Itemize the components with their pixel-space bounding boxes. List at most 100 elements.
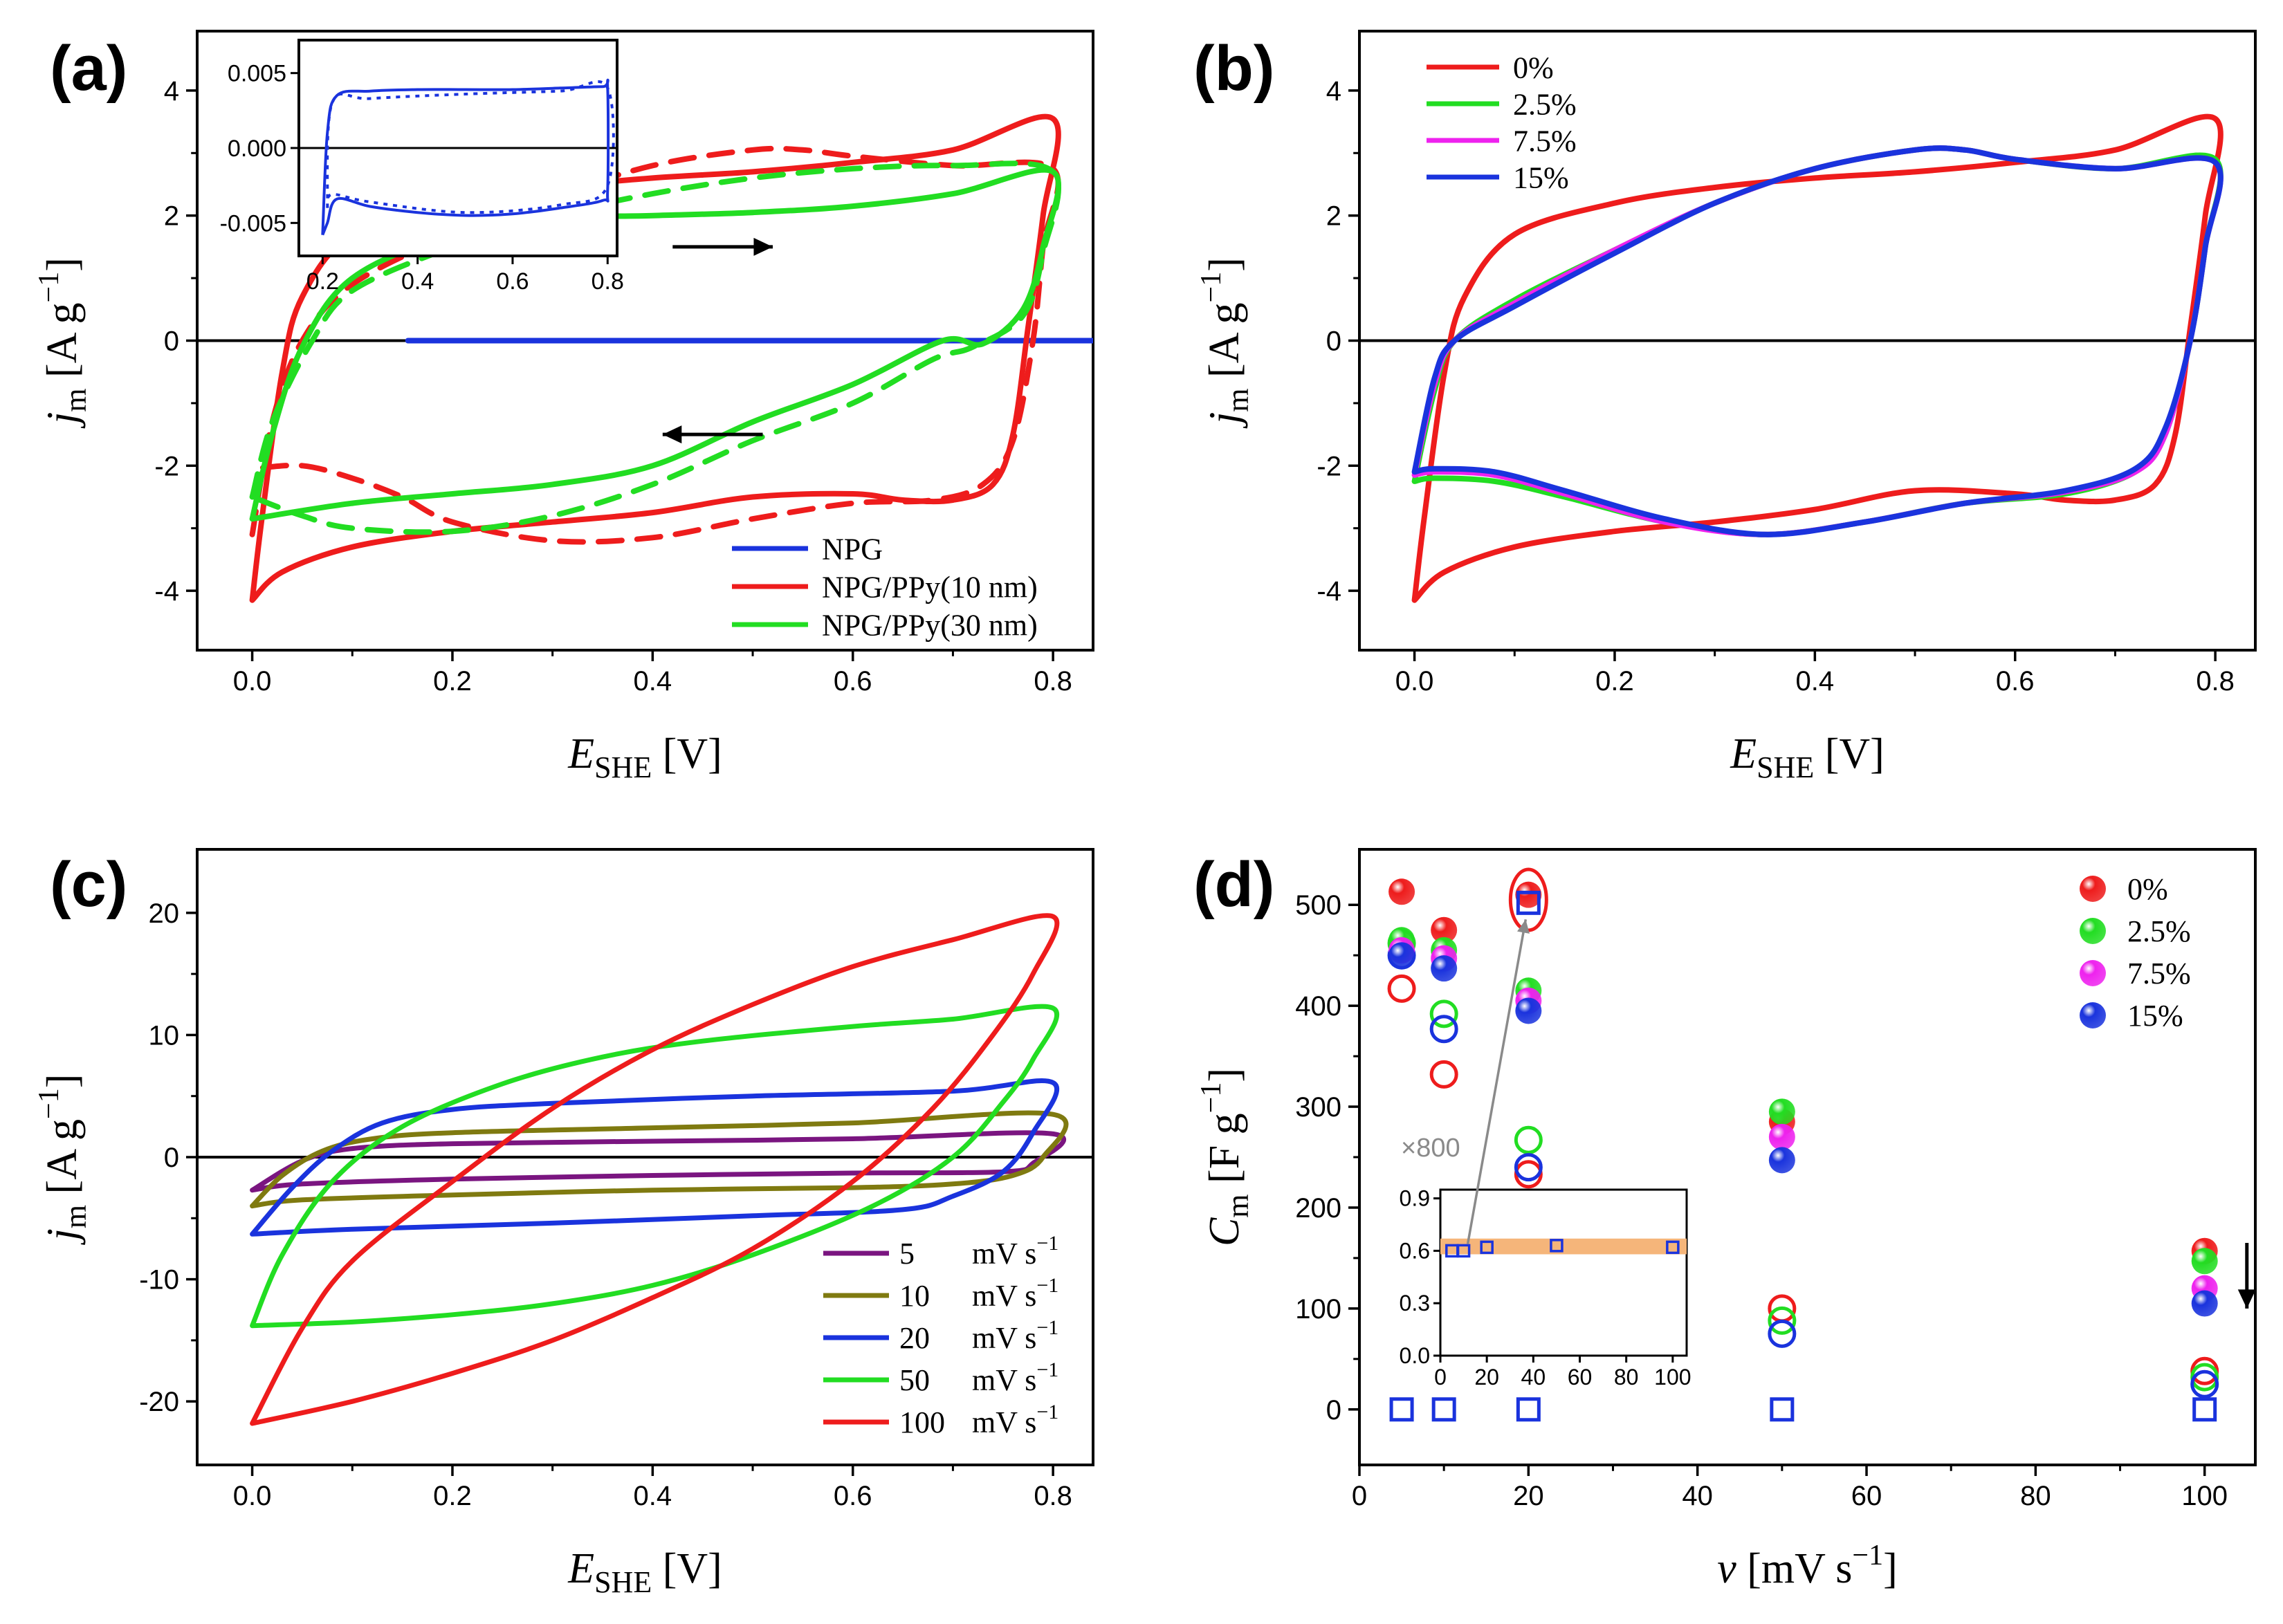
y-tick-label: 4 [164, 76, 179, 107]
inset-square-marker [1456, 1244, 1471, 1258]
magnify-arrow [1466, 919, 1528, 1244]
filled-marker [1768, 1098, 1795, 1125]
legend-label: 0% [1513, 50, 1554, 84]
x-tick-label: 100 [2181, 1481, 2228, 1511]
series-line [250, 1078, 1060, 1237]
y-tick-label: -4 [1317, 576, 1341, 607]
inset-series-line [321, 78, 610, 236]
inset-band [1440, 1238, 1687, 1255]
y-tick-label: -2 [154, 451, 179, 481]
filled-marker [1768, 1147, 1795, 1174]
filled-marker [1515, 881, 1542, 908]
y-axis-label: jm [A g−1] [33, 257, 93, 429]
series-line [1411, 145, 2224, 537]
inset-y-tick-label: 0.9 [1400, 1186, 1430, 1211]
open-marker [1768, 1319, 1797, 1348]
x-tick-label: 0.6 [834, 1481, 872, 1511]
legend-unit-sup: −1 [1036, 1232, 1058, 1255]
inset-x-tick-label: 60 [1568, 1365, 1593, 1390]
y-tick-label: 2 [1326, 201, 1341, 232]
x-tick-label: 0 [1352, 1481, 1367, 1511]
inset-frame [1439, 1188, 1688, 1357]
x-axis-symbol: E [567, 1545, 594, 1592]
y-tick-label: -2 [1317, 451, 1341, 481]
x-axis-label: v [mV s−1] [1717, 1540, 1898, 1592]
x-tick-label: 0.8 [1034, 1481, 1072, 1511]
y-tick-label: 200 [1295, 1193, 1341, 1224]
series-line [250, 1130, 1067, 1193]
legend-label: 15% [1513, 160, 1569, 194]
y-tick-label: 0 [1326, 1395, 1341, 1425]
inset-x-tick-label: 100 [1654, 1365, 1691, 1390]
filled-marker [2191, 1248, 2218, 1275]
y-axis-symbol: j [1201, 412, 1248, 429]
filled-marker [1431, 916, 1458, 943]
panel-label: (c) [50, 849, 127, 920]
y-axis-subscript: m [59, 388, 93, 412]
panel-label: (a) [50, 33, 127, 104]
x-tick-label: 0.0 [233, 1481, 272, 1511]
inset-x-tick-label: 40 [1521, 1365, 1546, 1390]
legend-marker [2080, 876, 2106, 902]
filled-marker [1768, 1123, 1795, 1150]
inset-square-marker [1550, 1239, 1564, 1253]
open-marker [1429, 1015, 1458, 1044]
legend-label: 2.5% [1513, 87, 1577, 121]
legend-label: 15% [2127, 999, 2183, 1033]
y-axis-subscript: m [1221, 1194, 1255, 1217]
x-axis-symbol: E [1730, 730, 1757, 777]
y-tick-label: 20 [149, 898, 180, 929]
filled-marker [1388, 878, 1415, 905]
y-axis-unit: [A g [39, 1119, 86, 1205]
x-tick-label: 0.6 [1996, 666, 2035, 696]
y-tick-label: 10 [149, 1020, 180, 1051]
square-marker [1431, 1397, 1456, 1422]
series-line [250, 1004, 1060, 1329]
y-axis-unit-sup: −1 [1195, 1082, 1227, 1114]
inset-square-marker [1666, 1240, 1680, 1255]
x-axis-unit: [mV s [1736, 1545, 1853, 1592]
y-tick-label: -10 [139, 1265, 179, 1295]
y-axis-unit: ] [39, 1074, 86, 1089]
inset-y-tick-label: 0.3 [1400, 1291, 1430, 1316]
y-axis-label: jm [A g−1] [1195, 257, 1255, 429]
x-tick-label: 0.0 [233, 666, 272, 696]
y-axis-unit-sup: −1 [33, 272, 65, 303]
y-tick-label: 0 [1326, 326, 1341, 357]
y-tick-label: 400 [1295, 991, 1341, 1022]
x-axis-label: ESHE [V] [567, 1545, 722, 1599]
x-axis-symbol: v [1717, 1545, 1736, 1592]
open-marker [1514, 1160, 1543, 1189]
panel-label: (b) [1193, 33, 1274, 104]
filled-marker [1515, 997, 1542, 1024]
series-line [1411, 113, 2224, 603]
legend-value: 5 [899, 1237, 915, 1271]
legend-unit-text: mV s [972, 1321, 1036, 1355]
legend-value: 50 [899, 1363, 930, 1397]
open-marker [1429, 999, 1458, 1028]
legend-unit: mV s−1 [972, 1274, 1058, 1313]
legend-value: 100 [899, 1405, 945, 1439]
direction-arrow-head [753, 237, 773, 256]
y-axis-symbol: j [39, 412, 86, 429]
inset-x-tick-label: 0.2 [306, 268, 339, 295]
x-axis-subscript: SHE [594, 750, 652, 784]
inset-y-tick-label: 0.005 [228, 61, 286, 87]
x-tick-label: 0.2 [1595, 666, 1634, 696]
y-axis-symbol: j [39, 1228, 86, 1245]
inset-y-tick-label: -0.005 [220, 210, 286, 237]
x-tick-label: 0.0 [1395, 666, 1434, 696]
legend-label: 0% [2127, 872, 2168, 906]
y-tick-label: 100 [1295, 1294, 1341, 1325]
legend-unit-text: mV s [972, 1405, 1036, 1439]
x-axis-unit: [V] [652, 730, 722, 777]
square-marker [2192, 1397, 2217, 1422]
legend-unit: mV s−1 [972, 1232, 1058, 1271]
legend-marker [2080, 918, 2106, 944]
x-tick-label: 0.4 [634, 666, 672, 696]
open-marker [1387, 974, 1416, 1003]
legend-label: 7.5% [2127, 957, 2191, 990]
legend-value: 20 [899, 1321, 930, 1355]
